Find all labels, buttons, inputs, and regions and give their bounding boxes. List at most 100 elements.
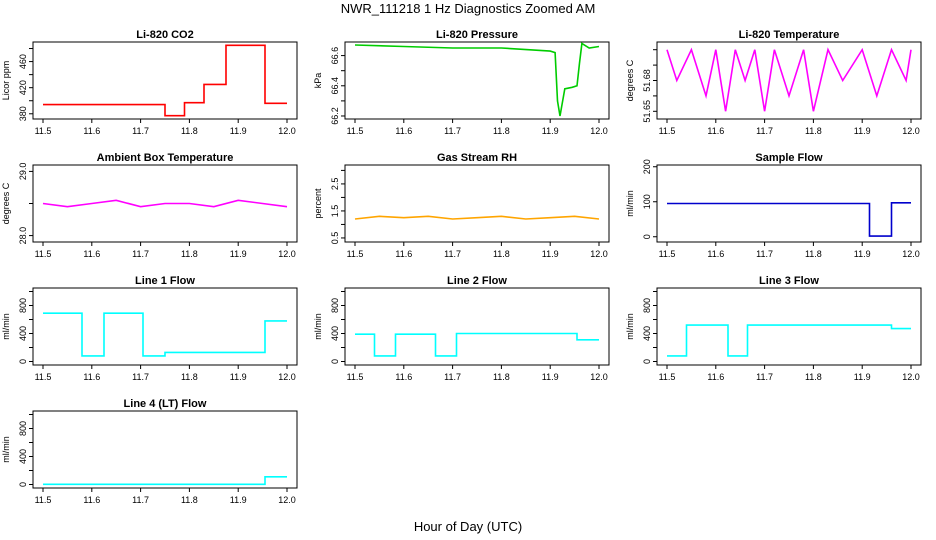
x-tick-label: 11.6 xyxy=(707,126,724,136)
figure-x-axis-label: Hour of Day (UTC) xyxy=(414,519,522,534)
x-tick-label: 12.0 xyxy=(278,372,296,382)
x-tick-label: 11.5 xyxy=(347,249,364,259)
y-tick-label: 460 xyxy=(18,54,28,69)
x-tick-label: 11.6 xyxy=(707,249,724,259)
panel-6: Sample Flow 11.5 11.6 11.7 11.8 11.9 12.0 0 100 2… xyxy=(625,152,922,259)
x-tick-label: 11.8 xyxy=(181,495,198,505)
x-tick-label: 11.7 xyxy=(132,495,149,505)
x-tick-label: 11.9 xyxy=(230,372,247,382)
x-tick-label: 11.7 xyxy=(756,372,773,382)
x-tick-label: 11.5 xyxy=(35,126,52,136)
y-axis-label: kPa xyxy=(313,73,323,89)
series-line xyxy=(354,215,600,220)
y-tick-label: 29.0 xyxy=(18,163,28,181)
x-tick-label: 11.8 xyxy=(805,372,822,382)
x-tick-label: 11.8 xyxy=(181,249,198,259)
y-tick-label: 420 xyxy=(18,80,28,95)
x-tick-label: 12.0 xyxy=(902,126,920,136)
panel-2: Li-820 Pressure 11.5 11.6 11.7 11.8 11.9 12.0 6… xyxy=(313,29,610,136)
y-tick-label: 800 xyxy=(18,298,28,313)
panel-title: Line 2 Flow xyxy=(447,275,507,287)
x-tick-label: 11.8 xyxy=(181,372,198,382)
x-tick-label: 12.0 xyxy=(278,126,296,136)
panel-title: Line 3 Flow xyxy=(759,275,819,287)
x-tick-label: 11.7 xyxy=(444,372,461,382)
panel-title: Line 1 Flow xyxy=(135,275,195,287)
x-tick-label: 11.5 xyxy=(347,126,364,136)
y-axis-label: degrees C xyxy=(1,182,11,224)
y-axis-label: ml/min xyxy=(625,190,635,217)
panel-10: Line 4 (LT) Flow 11.5 11.6 11.7 11.8 11.9 12.0… xyxy=(1,398,298,505)
panel-title: Li-820 Temperature xyxy=(739,29,840,41)
x-tick-label: 11.6 xyxy=(395,249,412,259)
x-tick-label: 11.7 xyxy=(444,249,461,259)
series-line xyxy=(43,475,287,486)
panel-title: Li-820 Pressure xyxy=(436,29,518,41)
x-tick-label: 11.5 xyxy=(35,249,52,259)
x-tick-label: 12.0 xyxy=(590,372,608,382)
panel-4: Ambient Box Temperature 11.5 11.6 11.7 11.8 1… xyxy=(1,152,298,259)
plot-frame xyxy=(32,287,298,366)
y-tick-label: 66.6 xyxy=(330,47,340,65)
y-tick-label: 800 xyxy=(18,421,28,436)
x-tick-label: 12.0 xyxy=(278,495,296,505)
series-line xyxy=(667,202,911,237)
x-tick-label: 11.8 xyxy=(493,249,510,259)
y-tick-label: 0 xyxy=(642,359,652,364)
panel-9: Line 3 Flow 11.5 11.6 11.7 11.8 11.9 12.0 0 400 8… xyxy=(625,275,922,382)
x-tick-label: 11.9 xyxy=(542,126,559,136)
x-tick-label: 11.7 xyxy=(132,126,149,136)
figure-title: NWR_111218 1 Hz Diagnostics Zoomed AM xyxy=(341,1,596,16)
plot-frame xyxy=(32,410,298,489)
y-axis-label: ml/min xyxy=(313,313,323,340)
y-tick-label: 51.68 xyxy=(642,69,652,92)
y-axis-label: ml/min xyxy=(1,436,11,463)
x-tick-label: 11.6 xyxy=(83,495,100,505)
x-tick-label: 11.7 xyxy=(444,126,461,136)
y-tick-label: 2.5 xyxy=(330,178,340,191)
x-tick-label: 11.8 xyxy=(493,126,510,136)
y-tick-label: 0 xyxy=(330,359,340,364)
panel-5: Gas Stream RH 11.5 11.6 11.7 11.8 11.9 12.0 0.5… xyxy=(313,152,610,259)
plot-frame xyxy=(32,41,298,120)
x-tick-label: 11.5 xyxy=(347,372,364,382)
x-tick-label: 12.0 xyxy=(590,249,608,259)
x-tick-label: 11.9 xyxy=(230,249,247,259)
y-tick-label: 800 xyxy=(642,298,652,313)
y-axis-label: ml/min xyxy=(625,313,635,340)
series-line xyxy=(355,332,599,357)
x-tick-label: 11.8 xyxy=(181,126,198,136)
x-tick-label: 11.6 xyxy=(395,126,412,136)
y-tick-label: 400 xyxy=(330,326,340,341)
panel-3: Li-820 Temperature 11.5 11.6 11.7 11.8 11.9 12… xyxy=(625,29,922,136)
series-line xyxy=(43,312,287,357)
plot-frame xyxy=(344,41,610,120)
y-axis-label: percent xyxy=(313,188,323,219)
panel-title: Sample Flow xyxy=(755,152,823,164)
x-tick-label: 11.9 xyxy=(542,249,559,259)
panel-7: Line 1 Flow 11.5 11.6 11.7 11.8 11.9 12.0 0 400 8… xyxy=(1,275,298,382)
y-tick-label: 0 xyxy=(18,482,28,487)
y-tick-label: 66.4 xyxy=(330,77,340,95)
y-tick-label: 51.65 xyxy=(642,100,652,123)
x-tick-label: 11.6 xyxy=(83,249,100,259)
y-tick-label: 28.0 xyxy=(18,227,28,245)
y-tick-label: 400 xyxy=(18,326,28,341)
plot-frame xyxy=(344,164,610,243)
panel-1: Li-820 CO2 11.5 11.6 11.7 11.8 11.9 12.0 380 420… xyxy=(1,29,298,136)
x-tick-label: 11.9 xyxy=(230,495,247,505)
y-tick-label: 400 xyxy=(18,449,28,464)
series-line xyxy=(667,324,911,357)
y-tick-label: 66.2 xyxy=(330,107,340,125)
x-tick-label: 11.6 xyxy=(83,126,100,136)
x-tick-label: 11.7 xyxy=(132,249,149,259)
series-line xyxy=(43,44,287,117)
y-tick-label: 0.5 xyxy=(330,232,340,245)
y-tick-label: 100 xyxy=(642,194,652,209)
y-tick-label: 1.5 xyxy=(330,205,340,218)
x-tick-label: 11.5 xyxy=(659,372,676,382)
series-line xyxy=(666,47,912,112)
x-tick-label: 12.0 xyxy=(902,249,920,259)
panel-title: Li-820 CO2 xyxy=(136,29,193,41)
